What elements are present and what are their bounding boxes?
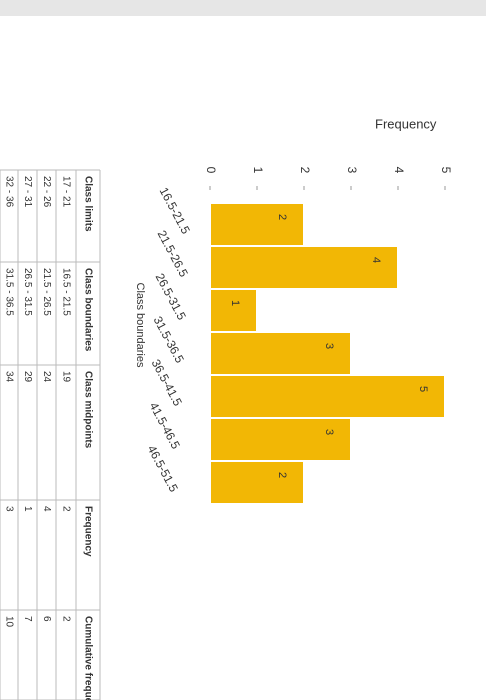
bar	[209, 331, 352, 376]
table-header: Class boundaries	[82, 268, 93, 352]
table-cell: 2	[60, 616, 71, 622]
x-tick-label: 41.5-46.5	[147, 400, 183, 452]
value-label: 2	[276, 214, 288, 220]
table-cell: 10	[3, 616, 14, 628]
x-axis-title: Class boundaries	[134, 283, 146, 368]
table-cell: 26.5 - 31.5	[22, 268, 33, 316]
table-cell: 21.5 - 26.5	[41, 268, 52, 316]
x-tick-label: 31.5-36.5	[151, 314, 187, 366]
table-cell: 4	[41, 506, 52, 512]
y-tick-label: 5	[439, 167, 453, 174]
value-label: 1	[229, 300, 241, 306]
value-label: 3	[323, 343, 335, 349]
x-tick-label: 26.5-31.5	[153, 271, 189, 323]
value-label: 4	[370, 257, 382, 263]
table-cell: 19	[60, 371, 71, 383]
y-tick-label: 3	[345, 167, 359, 174]
table-cell: 29	[22, 371, 33, 383]
table-cell: 3	[3, 506, 14, 512]
table-header: Class limits	[82, 176, 93, 232]
table-cell: 31.5 - 36.5	[3, 268, 14, 316]
x-tick-label: 16.5-21.5	[157, 185, 193, 237]
value-label: 5	[417, 386, 429, 392]
table-cell: 34	[3, 371, 14, 383]
table-cell: 16.5 - 21.5	[60, 268, 71, 316]
table-header: Class midpoints	[82, 371, 93, 449]
table-cell: 2	[60, 506, 71, 512]
x-tick-label: 36.5-41.5	[149, 357, 185, 409]
table-cell: 32 - 36	[3, 176, 14, 208]
bar	[209, 288, 258, 333]
table-cell: 24	[41, 371, 52, 383]
value-label: 3	[323, 429, 335, 435]
x-tick-label: 21.5-26.5	[155, 228, 191, 280]
bar	[209, 245, 399, 290]
bar	[209, 460, 305, 505]
bar	[209, 202, 305, 247]
address-bar	[0, 0, 486, 16]
table-cell: 27 - 31	[22, 176, 33, 208]
table-cell: 17 - 21	[60, 176, 71, 208]
table-cell: 7	[22, 616, 33, 622]
value-label: 2	[276, 472, 288, 478]
y-tick-label: 0	[204, 167, 218, 174]
y-tick-label: 4	[392, 167, 406, 174]
table-header: Frequency	[82, 506, 93, 557]
table-cell: 1	[22, 506, 33, 512]
x-tick-label: 46.5-51.5	[145, 443, 181, 495]
table-cell: 6	[41, 616, 52, 622]
table-header: Cumulative frequency	[82, 616, 93, 700]
y-axis-title: Frequency	[375, 116, 437, 131]
y-tick-label: 2	[298, 167, 312, 174]
bar	[209, 374, 446, 419]
y-tick-label: 1	[251, 167, 265, 174]
bar	[209, 417, 352, 462]
table-cell: 22 - 26	[41, 176, 52, 208]
